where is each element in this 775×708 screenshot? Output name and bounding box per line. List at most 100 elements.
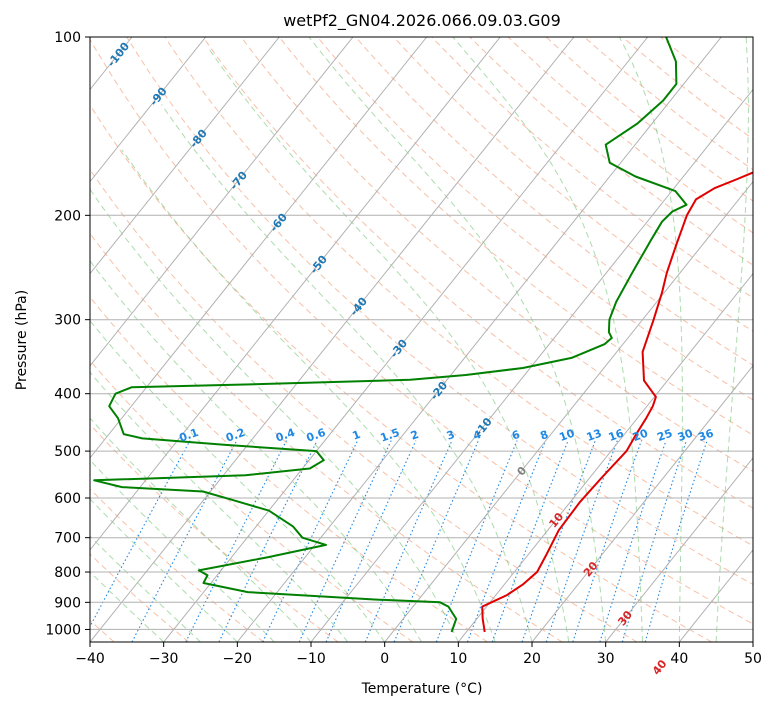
moist-adiabat-line — [308, 37, 607, 642]
moist-adiabat-line — [90, 459, 275, 642]
background-lines — [90, 37, 753, 642]
moist-adiabat-line — [90, 535, 201, 642]
mixing-ratio-label: 3 — [445, 428, 457, 443]
y-tick-label: 500 — [54, 444, 81, 460]
mixing-ratio-label: 8 — [538, 428, 550, 443]
mixing-ratio-label: 4 — [471, 428, 483, 443]
dry-adiabat-line — [90, 38, 753, 625]
x-tick-label: 20 — [523, 651, 541, 667]
mixing-ratio-line — [621, 440, 687, 642]
x-axis-label: Temperature (°C) — [361, 681, 483, 697]
mixing-ratio-label: 1.5 — [379, 426, 402, 445]
mixing-ratio-label: 0.4 — [274, 426, 297, 445]
moist-adiabat-line — [90, 188, 459, 642]
profile-lines — [93, 37, 753, 633]
y-tick-label: 400 — [54, 387, 81, 403]
x-tick-label: −30 — [149, 651, 179, 667]
y-tick-label: 700 — [54, 531, 81, 547]
moist-adiabat-line — [715, 37, 749, 642]
y-tick-label: 900 — [54, 595, 81, 611]
y-axis-ticks: 100 200 300 400 500 600 700 800 900 1000 — [45, 30, 90, 638]
moist-adiabat-line — [90, 260, 422, 642]
dry-adiabat-line — [90, 168, 638, 642]
isotherm-line — [163, 37, 649, 642]
moist-adiabat-line — [90, 571, 165, 642]
mixing-ratio-line — [644, 440, 708, 642]
x-tick-label: 10 — [449, 651, 467, 667]
mixing-ratio-label: 13 — [585, 427, 604, 444]
temperature-line — [481, 171, 753, 633]
mixing-ratio-line — [218, 440, 318, 642]
y-axis-label: Pressure (hPa) — [14, 290, 30, 390]
y-tick-label: 800 — [54, 565, 81, 581]
mixing-ratio-label: 2 — [409, 428, 421, 443]
y-tick-label: 200 — [54, 208, 81, 224]
mixing-ratio-label: 0.2 — [224, 426, 247, 445]
moist-adiabat-line — [90, 371, 349, 642]
isotherm-line — [90, 37, 428, 459]
dewpoint-line — [93, 37, 688, 633]
dry-adiabat-line — [202, 37, 753, 509]
dry-adiabat-line — [126, 37, 753, 586]
dry-adiabat-line — [90, 232, 563, 642]
moist-adiabat-line — [90, 320, 386, 642]
isotherm-line — [531, 364, 753, 642]
x-tick-label: 0 — [380, 651, 389, 667]
dry-adiabat-line — [90, 104, 712, 642]
moist-adiabat-line — [161, 104, 533, 642]
mixing-ratio-label: 0.1 — [177, 426, 200, 445]
isotherm-line — [90, 37, 501, 551]
mixing-ratio-line — [599, 440, 667, 642]
mixing-ratio-label: 0.6 — [305, 426, 328, 445]
y-tick-label: 100 — [54, 30, 81, 46]
dry-adiabat-line — [90, 423, 339, 642]
y-tick-label: 300 — [54, 313, 81, 329]
x-tick-label: −40 — [75, 651, 105, 667]
mixing-ratio-label: 6 — [510, 428, 522, 443]
mixing-ratio-line — [393, 440, 479, 642]
mixing-ratio-label: 20 — [631, 426, 650, 444]
mixing-ratio-line — [521, 440, 596, 642]
mixing-ratio-label: 16 — [607, 426, 626, 444]
mixing-ratio-line — [364, 440, 453, 642]
isotherm-line — [90, 37, 354, 367]
mixing-ratio-label: 30 — [676, 426, 695, 444]
mixing-ratio-line — [298, 440, 392, 642]
mixing-ratio-label: 36 — [696, 426, 715, 444]
mixing-ratio-label: 25 — [655, 427, 674, 444]
dry-adiabat-line — [90, 553, 190, 642]
isotherm-line — [90, 37, 575, 642]
isotherm-line — [384, 180, 753, 642]
isotherm-line — [90, 37, 280, 275]
mixing-ratio-line — [325, 440, 417, 642]
isotherm-line — [90, 37, 207, 183]
mixing-ratio-line — [185, 440, 287, 642]
dry-adiabat-line — [164, 37, 753, 547]
mixing-ratio-label: 1 — [351, 428, 363, 443]
moist-adiabat-line — [208, 49, 570, 642]
x-axis-ticks: −40 −30 −20 −10 0 10 20 30 40 50 — [75, 642, 762, 667]
chart-title: wetPf2_GN04.2026.066.09.03.G09 — [283, 11, 561, 31]
x-tick-label: −20 — [223, 651, 253, 667]
y-tick-label: 1000 — [45, 622, 81, 638]
mixing-ratio-label: 10 — [557, 426, 576, 444]
y-tick-label: 600 — [54, 491, 81, 507]
moist-adiabat-line — [90, 498, 238, 642]
dry-adiabat-line — [278, 37, 753, 436]
x-tick-label: 40 — [670, 651, 688, 667]
dry-adiabat-line — [393, 37, 753, 332]
x-tick-label: −10 — [296, 651, 326, 667]
mixing-ratio-line — [90, 440, 191, 628]
isotherm-line — [605, 457, 753, 642]
moist-adiabat-line — [618, 37, 683, 642]
isotherm-line — [310, 88, 753, 642]
mixing-ratio-line — [491, 440, 569, 642]
moist-adiabat-line — [452, 37, 643, 642]
x-tick-label: 30 — [597, 651, 615, 667]
plot-frame — [89, 36, 754, 643]
x-tick-label: 50 — [744, 651, 762, 667]
dry-adiabat-line — [317, 37, 753, 401]
isotherm-line — [236, 37, 722, 642]
dry-adiabat-line — [90, 296, 488, 642]
